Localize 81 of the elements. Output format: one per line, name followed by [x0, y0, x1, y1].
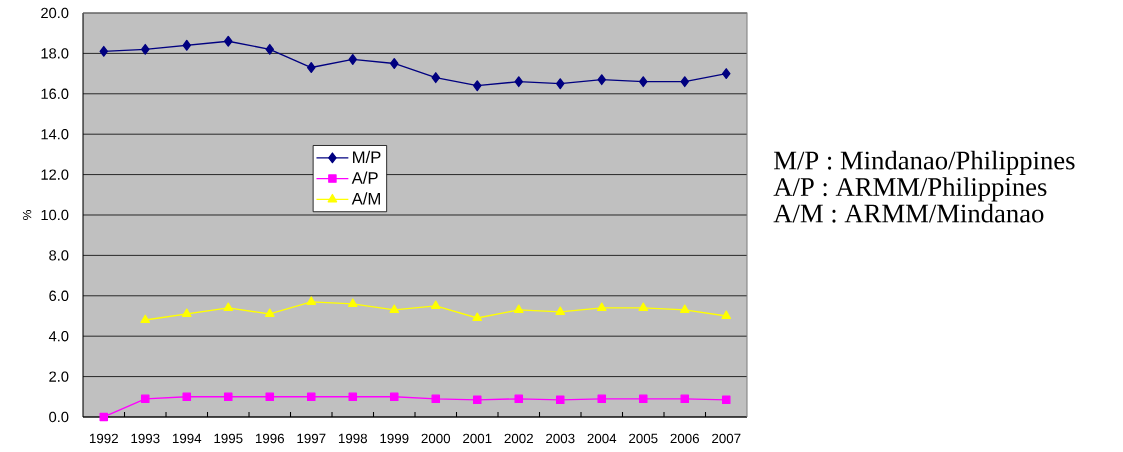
point	[140, 314, 151, 324]
point	[431, 394, 441, 404]
x-tick-label: 1995	[214, 433, 243, 444]
point	[223, 302, 234, 311]
legend-label: A/P	[351, 171, 378, 184]
point	[265, 392, 275, 402]
x-tick-label: 1999	[380, 433, 409, 444]
x-tick-label: 1996	[255, 433, 285, 444]
point	[389, 58, 399, 69]
point	[514, 394, 524, 404]
legend-label: M/P	[353, 150, 381, 164]
y-tick-label: 12.0	[41, 169, 69, 180]
point	[555, 395, 565, 405]
y-tick-label: 18.0	[41, 48, 69, 59]
legend-label: A/M	[351, 192, 380, 205]
point	[721, 310, 732, 320]
x-tick-label: 1998	[338, 433, 368, 444]
point	[348, 392, 358, 402]
x-tick-label: 2002	[504, 433, 533, 444]
point	[430, 300, 441, 309]
point	[680, 76, 690, 88]
x-tick-label: 2001	[463, 433, 492, 444]
x-tick-label: 2007	[712, 433, 741, 444]
point	[597, 74, 607, 86]
point	[431, 72, 441, 84]
point	[638, 394, 648, 404]
point	[638, 302, 649, 311]
point	[638, 76, 648, 88]
point	[182, 392, 192, 402]
y-tick-label: 20.0	[41, 7, 69, 19]
point	[596, 302, 607, 311]
point	[223, 392, 233, 402]
point	[306, 392, 316, 402]
x-tick-label: 1993	[131, 433, 160, 444]
point	[514, 76, 524, 88]
point	[555, 306, 566, 316]
point	[680, 394, 690, 404]
point	[597, 394, 607, 404]
text: A/M : ARMM/Mindanao	[773, 203, 1044, 223]
y-tick-label: 14.0	[41, 129, 69, 140]
point	[555, 78, 565, 90]
y-tick-label: 10.0	[41, 209, 69, 221]
point	[389, 304, 400, 313]
point	[223, 35, 233, 47]
point	[265, 43, 275, 55]
text: M/P : Mindanao/Philippines	[774, 150, 1075, 175]
text: A/P : ARMM/Philippines	[773, 177, 1047, 202]
y-tick-label: 8.0	[49, 250, 69, 261]
point	[140, 43, 150, 55]
point	[306, 296, 317, 305]
point	[140, 394, 150, 404]
point	[99, 45, 109, 57]
point	[181, 308, 192, 318]
x-tick-label: 2005	[629, 433, 658, 444]
y-tick-label: 16.0	[41, 88, 69, 99]
x-tick-label: 1994	[172, 433, 202, 444]
x-tick-label: 2006	[670, 433, 699, 444]
point	[306, 62, 316, 73]
point	[264, 308, 275, 318]
point	[182, 39, 192, 51]
point	[472, 395, 482, 405]
x-tick-label: 2003	[546, 433, 575, 444]
x-tick-label: 1992	[89, 433, 118, 444]
point	[347, 298, 358, 307]
point	[389, 392, 399, 402]
y-tick-label: 6.0	[49, 290, 69, 301]
y-axis-title: %	[22, 210, 32, 220]
x-tick-label: 2000	[421, 433, 451, 444]
point	[99, 412, 109, 422]
y-tick-label: 0.0	[49, 411, 69, 423]
point	[679, 304, 690, 313]
x-tick-label: 1997	[297, 433, 326, 444]
y-tick-label: 4.0	[48, 331, 69, 342]
y-tick-label: 2.0	[49, 371, 69, 382]
x-tick-label: 2004	[587, 433, 617, 444]
point	[721, 395, 731, 405]
point	[472, 312, 483, 322]
point	[348, 53, 358, 65]
point	[472, 80, 482, 92]
point	[513, 304, 524, 313]
point	[721, 68, 731, 80]
